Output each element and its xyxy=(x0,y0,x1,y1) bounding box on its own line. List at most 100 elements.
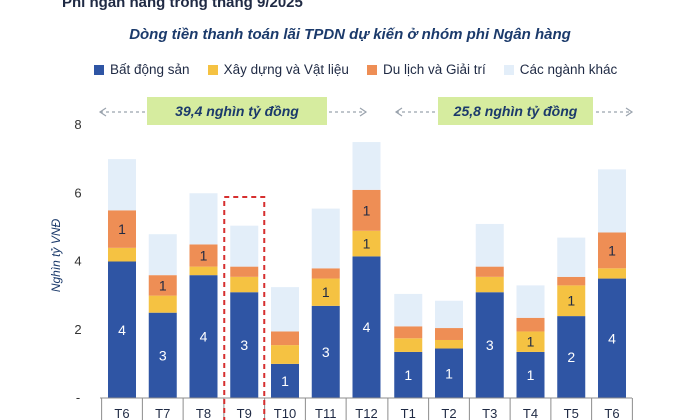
bar-data-label: 3 xyxy=(240,337,248,353)
bar-segment-3 xyxy=(435,328,463,340)
bar-data-label: 1 xyxy=(281,373,289,389)
bar-segment-4 xyxy=(475,223,504,267)
bar-segment-4 xyxy=(311,208,340,269)
bar-data-label: 1 xyxy=(363,202,371,218)
bar-segment-2 xyxy=(557,285,586,317)
bar-data-label: 4 xyxy=(608,330,616,346)
y-tick-label: 2 xyxy=(74,322,81,337)
bar-segment-2 xyxy=(271,345,299,364)
bar-segment-3 xyxy=(557,276,586,286)
x-category-label: T1 xyxy=(401,406,416,420)
bar-segment-3 xyxy=(189,244,218,267)
bar-segment-4 xyxy=(148,234,177,276)
bar-segment-1 xyxy=(475,292,504,398)
legend-swatch-du-lich xyxy=(366,64,377,75)
x-category-label: T12 xyxy=(355,406,377,420)
bar-segment-4 xyxy=(108,159,136,211)
legend-item-bat-dong-san: Bất động sản xyxy=(94,62,190,77)
bar-data-label: 2 xyxy=(567,349,575,365)
bar-segment-2 xyxy=(435,339,463,349)
bar-data-label: 1 xyxy=(322,284,330,300)
bar-segment-2 xyxy=(516,331,545,352)
bar-data-label: 1 xyxy=(363,236,371,252)
x-category-label: T2 xyxy=(441,406,456,420)
bar-segment-2 xyxy=(148,295,177,313)
x-category-label: T6 xyxy=(114,406,129,420)
period-label-second: 25,8 nghìn tỷ đồng xyxy=(438,97,593,125)
bar-segment-2 xyxy=(108,247,136,262)
legend-item-nganh-khac: Các ngành khác xyxy=(503,62,617,77)
legend-item-du-lich: Du lịch và Giải trí xyxy=(366,62,486,77)
bar-segment-2 xyxy=(598,268,626,279)
y-tick-label: - xyxy=(76,390,80,405)
period-arrow-left-icon xyxy=(394,107,403,117)
x-category-label: T8 xyxy=(196,406,211,420)
bar-segment-3 xyxy=(475,266,504,277)
bar-segment-3 xyxy=(108,210,136,248)
x-category-label: T4 xyxy=(523,406,538,420)
x-category-label: T5 xyxy=(564,406,579,420)
bar-segment-1 xyxy=(311,305,340,398)
bar-segment-1 xyxy=(352,256,381,398)
bar-segment-4 xyxy=(352,142,381,190)
bar-data-label: 1 xyxy=(445,365,453,381)
legend-swatch-xay-dung xyxy=(207,64,218,75)
bar-segment-1 xyxy=(516,351,545,398)
legend-label-xay-dung: Xây dựng và Vật liệu xyxy=(223,62,349,77)
bar-segment-1 xyxy=(189,275,218,398)
bar-data-label: 1 xyxy=(567,293,575,309)
legend-item-xay-dung: Xây dựng và Vật liệu xyxy=(207,62,349,77)
bar-segment-1 xyxy=(557,316,586,398)
bar-segment-3 xyxy=(394,326,423,339)
chart-title: Dòng tiền thanh toán lãi TPDN dự kiến ở … xyxy=(129,26,571,43)
page-header-title: Phi ngân hàng trong tháng 9/2025 xyxy=(62,0,303,11)
bar-data-label: 1 xyxy=(608,242,616,258)
x-category-label: T10 xyxy=(274,406,296,420)
bar-segment-4 xyxy=(189,193,218,245)
x-category-label: T11 xyxy=(315,406,336,420)
legend-label-du-lich: Du lịch và Giải trí xyxy=(382,62,486,77)
bar-segment-4 xyxy=(598,169,626,233)
y-tick-label: 4 xyxy=(74,254,81,269)
bar-data-label: 4 xyxy=(118,322,126,338)
legend-swatch-nganh-khac xyxy=(503,64,514,75)
bar-segment-3 xyxy=(148,275,177,296)
bar-data-label: 1 xyxy=(527,334,535,350)
bar-segment-1 xyxy=(108,261,136,398)
bar-segment-3 xyxy=(516,317,545,332)
y-tick-label: 6 xyxy=(74,185,81,200)
bar-data-label: 4 xyxy=(200,329,208,345)
period-arrow-right-icon xyxy=(625,107,634,117)
bar-segment-2 xyxy=(189,266,218,276)
bar-data-label: 3 xyxy=(486,337,494,353)
bar-segment-1 xyxy=(598,278,626,398)
legend-label-bat-dong-san: Bất động sản xyxy=(110,62,190,77)
highlight-box-t9 xyxy=(223,196,266,420)
bar-segment-4 xyxy=(435,300,463,329)
x-category-label: T3 xyxy=(482,406,497,420)
bar-segment-2 xyxy=(352,230,381,257)
period-label-first: 39,4 nghìn tỷ đồng xyxy=(147,97,327,125)
bar-segment-2 xyxy=(475,276,504,293)
bar-segment-4 xyxy=(557,237,586,277)
bar-data-label: 3 xyxy=(159,347,167,363)
bar-segment-3 xyxy=(271,331,299,346)
bar-data-label: 3 xyxy=(322,344,330,360)
bar-data-label: 1 xyxy=(118,221,126,237)
bar-data-label: 1 xyxy=(159,277,167,293)
bar-segment-1 xyxy=(271,363,299,398)
bar-data-label: 1 xyxy=(527,367,535,383)
bar-segment-3 xyxy=(352,189,381,231)
legend-swatch-bat-dong-san xyxy=(94,64,104,75)
bar-segment-1 xyxy=(394,351,423,398)
bar-segment-2 xyxy=(394,338,423,352)
x-category-label: T7 xyxy=(155,406,170,420)
bar-data-label: 1 xyxy=(404,367,412,383)
x-category-label: T9 xyxy=(237,406,252,420)
bar-segment-3 xyxy=(230,266,259,277)
chart-legend: Bất động sản Xây dựng và Vật liệu Du lịc… xyxy=(94,62,635,77)
bar-segment-1 xyxy=(435,348,463,398)
bar-segment-4 xyxy=(394,293,423,327)
bar-segment-4 xyxy=(271,287,299,332)
